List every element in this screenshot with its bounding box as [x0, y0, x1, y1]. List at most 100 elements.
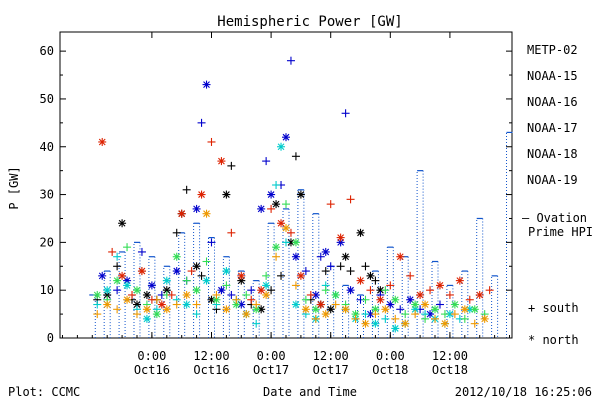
data-point	[222, 305, 231, 314]
data-point	[242, 290, 251, 299]
data-point	[356, 276, 365, 285]
data-point	[103, 286, 112, 295]
data-point	[212, 290, 221, 299]
data-point	[123, 295, 132, 304]
data-point	[98, 271, 107, 280]
data-point	[192, 310, 201, 319]
data-point	[123, 243, 132, 252]
data-point	[291, 300, 300, 309]
data-point	[291, 281, 300, 290]
data-point	[440, 319, 449, 328]
data-point	[118, 271, 127, 280]
data-point	[227, 290, 236, 299]
data-point	[103, 300, 112, 309]
data-point	[346, 267, 355, 276]
data-point	[371, 319, 380, 328]
data-point	[172, 228, 181, 237]
data-point	[351, 314, 360, 323]
data-point	[177, 209, 186, 218]
data-point	[262, 157, 271, 166]
data-point	[118, 219, 127, 228]
x-tick-time: 12:00	[193, 349, 229, 363]
data-point	[108, 247, 117, 256]
data-point	[113, 262, 122, 271]
data-point	[346, 195, 355, 204]
plot-timestamp: 2012/10/18 16:25:06	[455, 385, 592, 399]
legend-entry: METP-02	[527, 43, 578, 57]
data-point	[282, 238, 290, 247]
data-point	[391, 314, 400, 323]
data-point	[277, 271, 286, 280]
data-point	[361, 295, 370, 304]
data-point	[267, 190, 276, 199]
data-point	[445, 290, 454, 299]
data-point	[286, 228, 295, 237]
marker-legend-north: * north	[528, 333, 579, 347]
data-point	[291, 152, 300, 161]
data-point	[252, 319, 261, 328]
plot-frame	[59, 31, 513, 339]
x-tick-time: 0:00	[257, 349, 286, 363]
data-point	[291, 252, 300, 261]
data-point	[267, 204, 276, 213]
data-point	[123, 281, 132, 290]
data-point	[321, 286, 330, 295]
data-point	[440, 310, 449, 319]
legend-entry: NOAA-15	[527, 69, 578, 83]
data-point	[147, 295, 156, 304]
plot-border	[59, 31, 513, 339]
data-point	[465, 295, 474, 304]
series-legend: METP-02 NOAA-15 NOAA-16 NOAA-17 NOAA-18 NOAA-…	[527, 43, 578, 187]
data-point	[301, 295, 310, 304]
data-point	[147, 281, 156, 290]
y-tick-label: 40	[40, 140, 54, 154]
data-point	[202, 276, 211, 285]
x-tick-date: Oct17	[313, 363, 349, 377]
data-point	[346, 286, 355, 295]
data-point	[331, 290, 340, 299]
x-tick-time: 0:00	[376, 349, 405, 363]
data-point	[316, 252, 325, 261]
data-point	[411, 300, 420, 309]
data-point	[321, 247, 330, 256]
data-point	[93, 300, 102, 309]
data-point	[386, 281, 395, 290]
x-tick-time: 0:00	[137, 349, 166, 363]
y-tick-label: 10	[40, 283, 54, 297]
data-point	[172, 252, 181, 261]
data-point	[435, 281, 444, 290]
data-point	[172, 300, 181, 309]
data-point	[485, 286, 494, 295]
data-point	[197, 190, 206, 199]
data-point	[207, 137, 216, 146]
data-point	[202, 80, 211, 89]
data-point	[391, 295, 400, 304]
legend-entry: NOAA-18	[527, 147, 578, 161]
data-point	[326, 262, 335, 271]
data-point	[152, 310, 161, 319]
data-point	[460, 305, 469, 314]
data-point	[202, 209, 211, 218]
data-point	[296, 271, 305, 280]
data-point	[217, 157, 226, 166]
data-point	[361, 310, 370, 319]
data-point	[227, 161, 236, 170]
y-axis-label: P [GW]	[7, 166, 21, 209]
data-point	[247, 295, 256, 304]
data-point	[381, 286, 390, 295]
data-point	[381, 314, 390, 323]
data-point	[291, 238, 300, 247]
data-point	[162, 276, 171, 285]
data-point	[242, 310, 251, 319]
y-tick-label: 20	[40, 235, 54, 249]
data-point	[301, 267, 310, 276]
data-point	[272, 252, 281, 261]
x-tick-time: 12:00	[432, 349, 468, 363]
data-point	[450, 310, 459, 319]
data-point	[247, 286, 256, 295]
data-point	[137, 267, 146, 276]
data-point	[435, 300, 444, 309]
data-point	[192, 300, 201, 309]
data-point	[475, 290, 484, 299]
